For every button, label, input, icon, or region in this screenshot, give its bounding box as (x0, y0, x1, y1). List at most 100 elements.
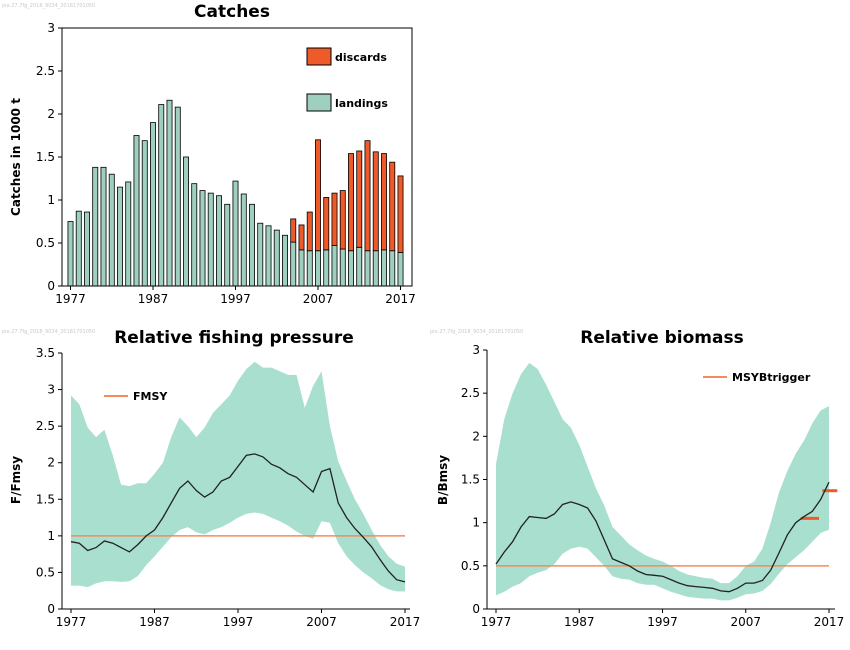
catches-x-tick-label: 1997 (220, 292, 251, 306)
biomass-plot-area (495, 362, 838, 601)
fishing-legend: FMSY (104, 390, 168, 403)
catches-y-tick-label: 2 (47, 107, 55, 121)
discards-bar (389, 161, 396, 252)
catches-plot-frame (61, 27, 413, 287)
catches-y-tick-label: 3 (47, 21, 55, 35)
landings-bar (282, 234, 288, 287)
discards-bar (356, 150, 363, 248)
biomass-title: Relative biomass (580, 328, 744, 348)
landings-bar (273, 229, 280, 287)
landings-bar (174, 106, 181, 287)
fishing-confidence-band (71, 361, 405, 592)
landings-bar (108, 173, 115, 287)
discards-bar (306, 211, 313, 252)
landings-bar (224, 203, 231, 287)
fishing-x-tick-label: 1987 (139, 615, 170, 629)
fishing-y-tick-label: 1.5 (36, 492, 55, 506)
biomass-axes: 0 0.5 1 1.5 2 2.5 3 1977 1987 1997 2007 2017 (461, 343, 844, 629)
discards-bar (348, 153, 354, 252)
landings-bar (397, 252, 404, 287)
landings-bar (372, 250, 379, 287)
landings-bar (158, 104, 165, 287)
catches-y-axis-label: Catches in 1000 t (9, 98, 23, 216)
landings-bar (207, 192, 214, 287)
legend-label-msybtrigger: MSYBtrigger (732, 371, 811, 384)
landings-bar (381, 249, 387, 287)
landings-bar (331, 245, 338, 287)
catches-x-tick-label: 2017 (385, 292, 416, 306)
biomass-watermark: pie.27.7fg_2018_9034_20181701050 (430, 329, 523, 335)
landings-bar (240, 193, 247, 287)
catches-y-tick-label: 1.5 (36, 150, 55, 164)
landings-bar (216, 195, 222, 287)
catches-y-tick-label: 0 (47, 279, 55, 293)
landings-bar (339, 248, 346, 287)
discards-bar (339, 190, 346, 250)
landings-bar (323, 249, 330, 287)
landings-bar (141, 140, 148, 287)
catches-y-tick-label: 2.5 (36, 64, 55, 78)
fishing-y-tick-label: 3.5 (36, 346, 55, 360)
fishing-title: Relative fishing pressure (114, 328, 354, 348)
landings-bar (257, 222, 264, 287)
fishing-y-tick-label: 0 (47, 602, 55, 616)
landings-bar (191, 183, 198, 287)
biomass-x-tick-label: 1977 (481, 615, 512, 629)
landings-bar (356, 246, 363, 287)
catches-y-tick-label: 0.5 (36, 236, 55, 250)
fishing-x-tick-label: 2017 (390, 615, 421, 629)
discards-bar (315, 139, 321, 252)
catches-x-tick-label: 2007 (303, 292, 334, 306)
biomass-x-tick-label: 2007 (730, 615, 761, 629)
discards-bar (290, 218, 297, 243)
landings-bar (183, 156, 189, 287)
biomass-y-tick-label: 0 (472, 602, 480, 616)
discards-bar (397, 175, 404, 253)
fishing-y-tick-label: 2.5 (36, 419, 55, 433)
landings-bar (125, 181, 132, 287)
landings-bar (306, 250, 313, 287)
fishing-y-tick-label: 0.5 (36, 565, 55, 579)
biomass-y-tick-label: 0.5 (461, 559, 480, 573)
landings-bar (133, 135, 140, 287)
legend-label-discards: discards (335, 51, 387, 64)
landings-bar (150, 122, 156, 287)
fishing-x-tick-label: 1997 (223, 615, 254, 629)
discards-bar (364, 140, 371, 252)
biomass-y-tick-label: 1 (472, 516, 480, 530)
biomass-x-tick-label: 1997 (647, 615, 678, 629)
legend-label-landings: landings (335, 97, 388, 110)
fishing-y-tick-label: 2 (47, 456, 55, 470)
catches-panel: pie.27.7fg_2018_9034_20181701050 Catches… (2, 2, 416, 306)
biomass-y-axis-label: B/Bmsy (436, 455, 450, 505)
discards-bar (298, 224, 305, 251)
landings-bar (84, 211, 90, 287)
landings-bar (100, 166, 107, 287)
landings-bar (249, 203, 255, 287)
catches-title: Catches (194, 2, 270, 22)
landings-bar (298, 249, 305, 287)
fishing-pressure-panel: pie.27.7fg_2018_9034_20181701050 Relativ… (2, 328, 420, 629)
landings-bar (92, 166, 99, 287)
biomass-x-tick-label: 2017 (814, 615, 845, 629)
biomass-x-tick-label: 1987 (564, 615, 595, 629)
discards-bar (323, 197, 330, 251)
biomass-y-tick-label: 2 (472, 429, 480, 443)
biomass-panel: pie.27.7fg_2018_9034_20181701050 Relativ… (430, 328, 844, 629)
biomass-y-tick-label: 1.5 (461, 473, 480, 487)
landings-bar (348, 250, 354, 287)
landings-bar (315, 250, 321, 287)
legend-swatch-landings (306, 93, 332, 112)
catches-bars (67, 99, 404, 287)
legend-swatch-discards (306, 47, 332, 66)
fishing-axes: 0 0.5 1 1.5 2 2.5 3 3.5 1977 1987 1997 2007 2017 (36, 346, 420, 629)
landings-bar (199, 190, 206, 287)
fishing-watermark: pie.27.7fg_2018_9034_20181701050 (2, 329, 95, 335)
fishing-y-axis-label: F/Fmsy (9, 456, 23, 504)
landings-bar (265, 225, 272, 287)
fishing-plot-area (70, 361, 406, 592)
catches-watermark: pie.27.7fg_2018_9034_20181701050 (2, 3, 95, 9)
landings-bar (75, 210, 82, 287)
fishing-x-tick-label: 2007 (306, 615, 337, 629)
catches-legend: discards landings (306, 47, 388, 112)
